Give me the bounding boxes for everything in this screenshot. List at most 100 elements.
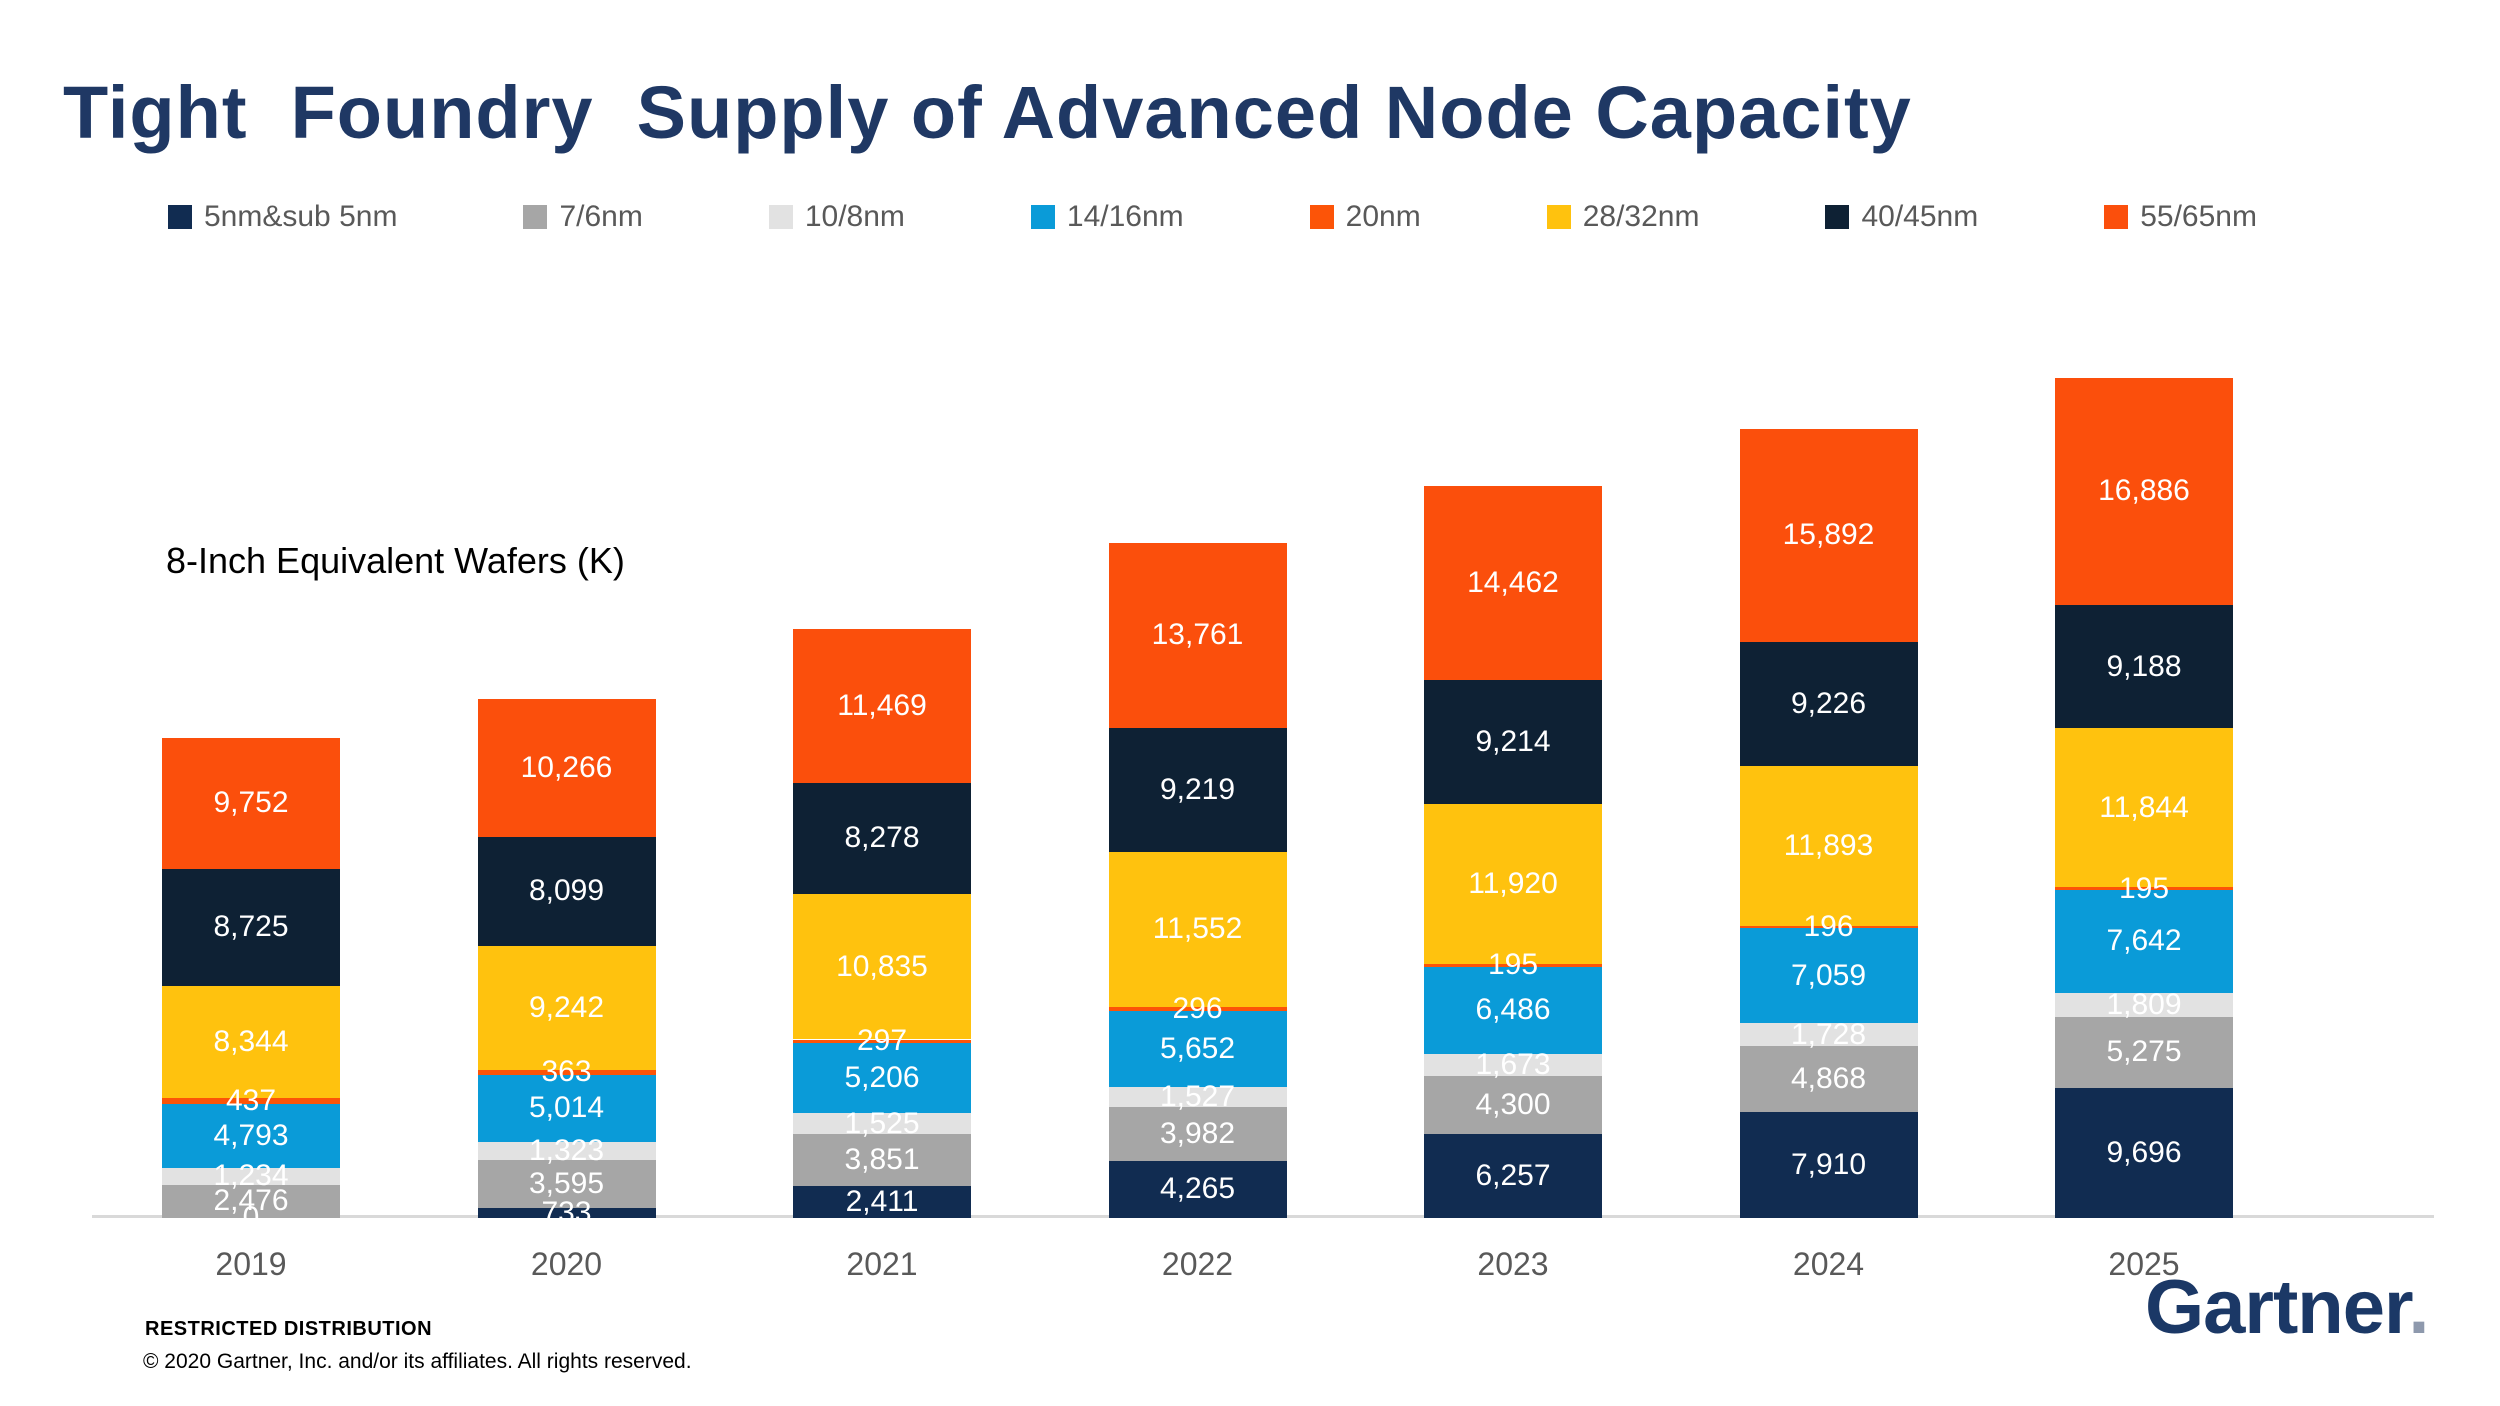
segment-2019-28-32nm — [162, 985, 340, 1098]
segment-2020-40-45nm — [477, 836, 656, 946]
segment-2022-28-32nm — [1108, 851, 1287, 1007]
restricted-distribution-label: RESTRICTED DISTRIBUTION — [145, 1318, 433, 1340]
segment-2025-14-16nm — [2055, 889, 2233, 993]
gartner-logo: Gartner. — [2145, 1264, 2429, 1351]
chart-legend: 5nm&sub 5nm 7/6nm 10/8nm 14/16nm 20nm 28/32nm… — [168, 200, 2257, 234]
legend-item-55-65nm: 55/65nm — [2104, 200, 2257, 234]
segment-2022-10-8nm — [1108, 1086, 1287, 1108]
segment-2023-20nm — [1424, 964, 1602, 967]
legend-label: 7/6nm — [559, 200, 643, 233]
y-axis-title: 8-Inch Equivalent Wafers (K) — [166, 540, 625, 581]
segment-2024-14-16nm — [1739, 928, 1918, 1024]
x-axis-label-2025: 2025 — [2108, 1246, 2180, 1282]
slide-title: Tight Foundry Supply of Advanced Node Ca… — [63, 70, 1912, 154]
x-axis-label-2023: 2023 — [1477, 1246, 1549, 1282]
legend-swatch-20nm — [1309, 205, 1334, 229]
legend-swatch-5nm-sub-5nm — [168, 205, 192, 229]
legend-swatch-28-32nm — [1546, 205, 1571, 229]
legend-label: 10/8nm — [804, 200, 905, 233]
segment-2021-10-8nm — [793, 1113, 971, 1134]
legend-label: 40/45nm — [1861, 200, 1979, 233]
segment-2020-28-32nm — [477, 945, 656, 1070]
legend-swatch-10-8nm — [768, 205, 793, 229]
gartner-logo-text: Gartner — [2145, 1265, 2409, 1350]
legend-label: 55/65nm — [2140, 200, 2257, 233]
segment-2021-20nm — [793, 1039, 971, 1044]
segment-2022-5nm-sub-5nm — [1108, 1160, 1287, 1218]
legend-label: 20nm — [1345, 200, 1421, 233]
segment-2025-40-45nm — [2055, 604, 2233, 729]
segment-2024-7-6nm — [1739, 1046, 1918, 1112]
legend-item-7-6nm: 7/6nm — [523, 200, 643, 234]
segment-2021-28-32nm — [793, 893, 971, 1040]
segment-2025-5nm-sub-5nm — [2055, 1087, 2233, 1218]
segment-2020-14-16nm — [477, 1074, 656, 1143]
segment-2022-7-6nm — [1108, 1107, 1287, 1161]
segment-2022-40-45nm — [1108, 727, 1287, 852]
legend-label: 14/16nm — [1066, 200, 1184, 233]
segment-2023-55-65nm — [1424, 485, 1602, 681]
bar-2024: 7,910 4,868 1,728 7,059 196 11,893 9,226 15,892 — [1739, 158, 1918, 1218]
segment-2021-5nm-sub-5nm — [793, 1185, 971, 1218]
legend-item-28-32nm: 28/32nm — [1546, 200, 1700, 234]
legend-swatch-14-16nm — [1030, 205, 1055, 229]
legend-swatch-55-65nm — [2104, 205, 2129, 229]
segment-2024-28-32nm — [1739, 765, 1918, 926]
segment-2019-40-45nm — [162, 868, 340, 986]
bar-2021: 2,411 3,851 1,525 5,206 297 10,835 8,278 11,469 — [793, 158, 971, 1218]
segment-2020-7-6nm — [477, 1159, 656, 1209]
segment-2023-28-32nm — [1424, 803, 1602, 964]
segment-2021-7-6nm — [793, 1133, 971, 1186]
gartner-logo-dot: . — [2408, 1265, 2429, 1350]
segment-2024-5nm-sub-5nm — [1739, 1111, 1918, 1218]
legend-item-40-45nm: 40/45nm — [1825, 200, 1978, 234]
bar-2020: 733 3,595 1,323 5,014 363 9,242 8,099 10,266 — [477, 158, 656, 1228]
bar-2019: 0 2,476 1,234 4,793 437 8,344 8,725 9,752 — [162, 158, 340, 1233]
legend-item-14-16nm: 14/16nm — [1030, 200, 1184, 234]
legend-swatch-7-6nm — [523, 205, 548, 229]
x-axis-label-2019: 2019 — [215, 1246, 287, 1282]
copyright-text: © 2020 Gartner, Inc. and/or its affiliat… — [143, 1350, 692, 1373]
segment-2023-10-8nm — [1424, 1053, 1602, 1077]
x-axis-label-2020: 2020 — [530, 1246, 603, 1282]
segment-2019-55-65nm — [162, 737, 340, 869]
bar-2025: 9,696 5,275 1,809 7,642 195 11,844 9,188 16,886 — [2055, 158, 2233, 1218]
segment-2020-20nm — [477, 1069, 656, 1075]
bar-2022: 4,265 3,982 1,527 5,652 296 11,552 9,219 13,761 — [1108, 158, 1287, 1218]
segment-2019-7-6nm — [162, 1184, 340, 1218]
segment-2022-20nm — [1108, 1006, 1287, 1011]
segment-2019-20nm — [162, 1097, 340, 1104]
segment-2024-40-45nm — [1739, 642, 1918, 766]
segment-2025-10-8nm — [2055, 992, 2233, 1017]
segment-2024-20nm — [1739, 925, 1918, 929]
segment-2023-14-16nm — [1424, 966, 1602, 1054]
segment-2022-14-16nm — [1108, 1010, 1287, 1087]
segment-2023-40-45nm — [1424, 680, 1602, 804]
x-axis-label-2024: 2024 — [1792, 1246, 1865, 1282]
x-axis-label-2021: 2021 — [846, 1246, 918, 1282]
segment-2021-14-16nm — [793, 1043, 971, 1114]
legend-label: 28/32nm — [1582, 200, 1700, 233]
segment-2024-10-8nm — [1739, 1023, 1918, 1047]
legend-item-20nm: 20nm — [1309, 200, 1421, 234]
bar-2023: 6,257 4,300 1,673 6,486 195 11,920 9,214 14,462 — [1424, 158, 1602, 1218]
segment-2020-55-65nm — [477, 699, 656, 837]
segment-2025-28-32nm — [2055, 728, 2233, 888]
segment-2023-5nm-sub-5nm — [1424, 1133, 1602, 1218]
segment-2025-55-65nm — [2055, 378, 2233, 605]
segment-2020-5nm-sub-5nm — [477, 1208, 656, 1218]
segment-2024-55-65nm — [1739, 428, 1918, 643]
legend-item-10-8nm: 10/8nm — [768, 200, 905, 234]
legend-swatch-40-45nm — [1825, 205, 1850, 229]
segment-2023-7-6nm — [1424, 1076, 1602, 1134]
segment-2021-40-45nm — [793, 782, 971, 894]
segment-2025-7-6nm — [2055, 1016, 2233, 1088]
x-axis-label-2022: 2022 — [1161, 1246, 1234, 1282]
segment-2025-20nm — [2055, 887, 2233, 890]
legend-label: 5nm&sub 5nm — [204, 200, 398, 233]
segment-2019-10-8nm — [162, 1168, 340, 1185]
segment-2019-14-16nm — [162, 1103, 340, 1169]
legend-item-5nm-sub-5nm: 5nm&sub 5nm — [168, 200, 397, 234]
segment-2022-55-65nm — [1108, 542, 1287, 728]
